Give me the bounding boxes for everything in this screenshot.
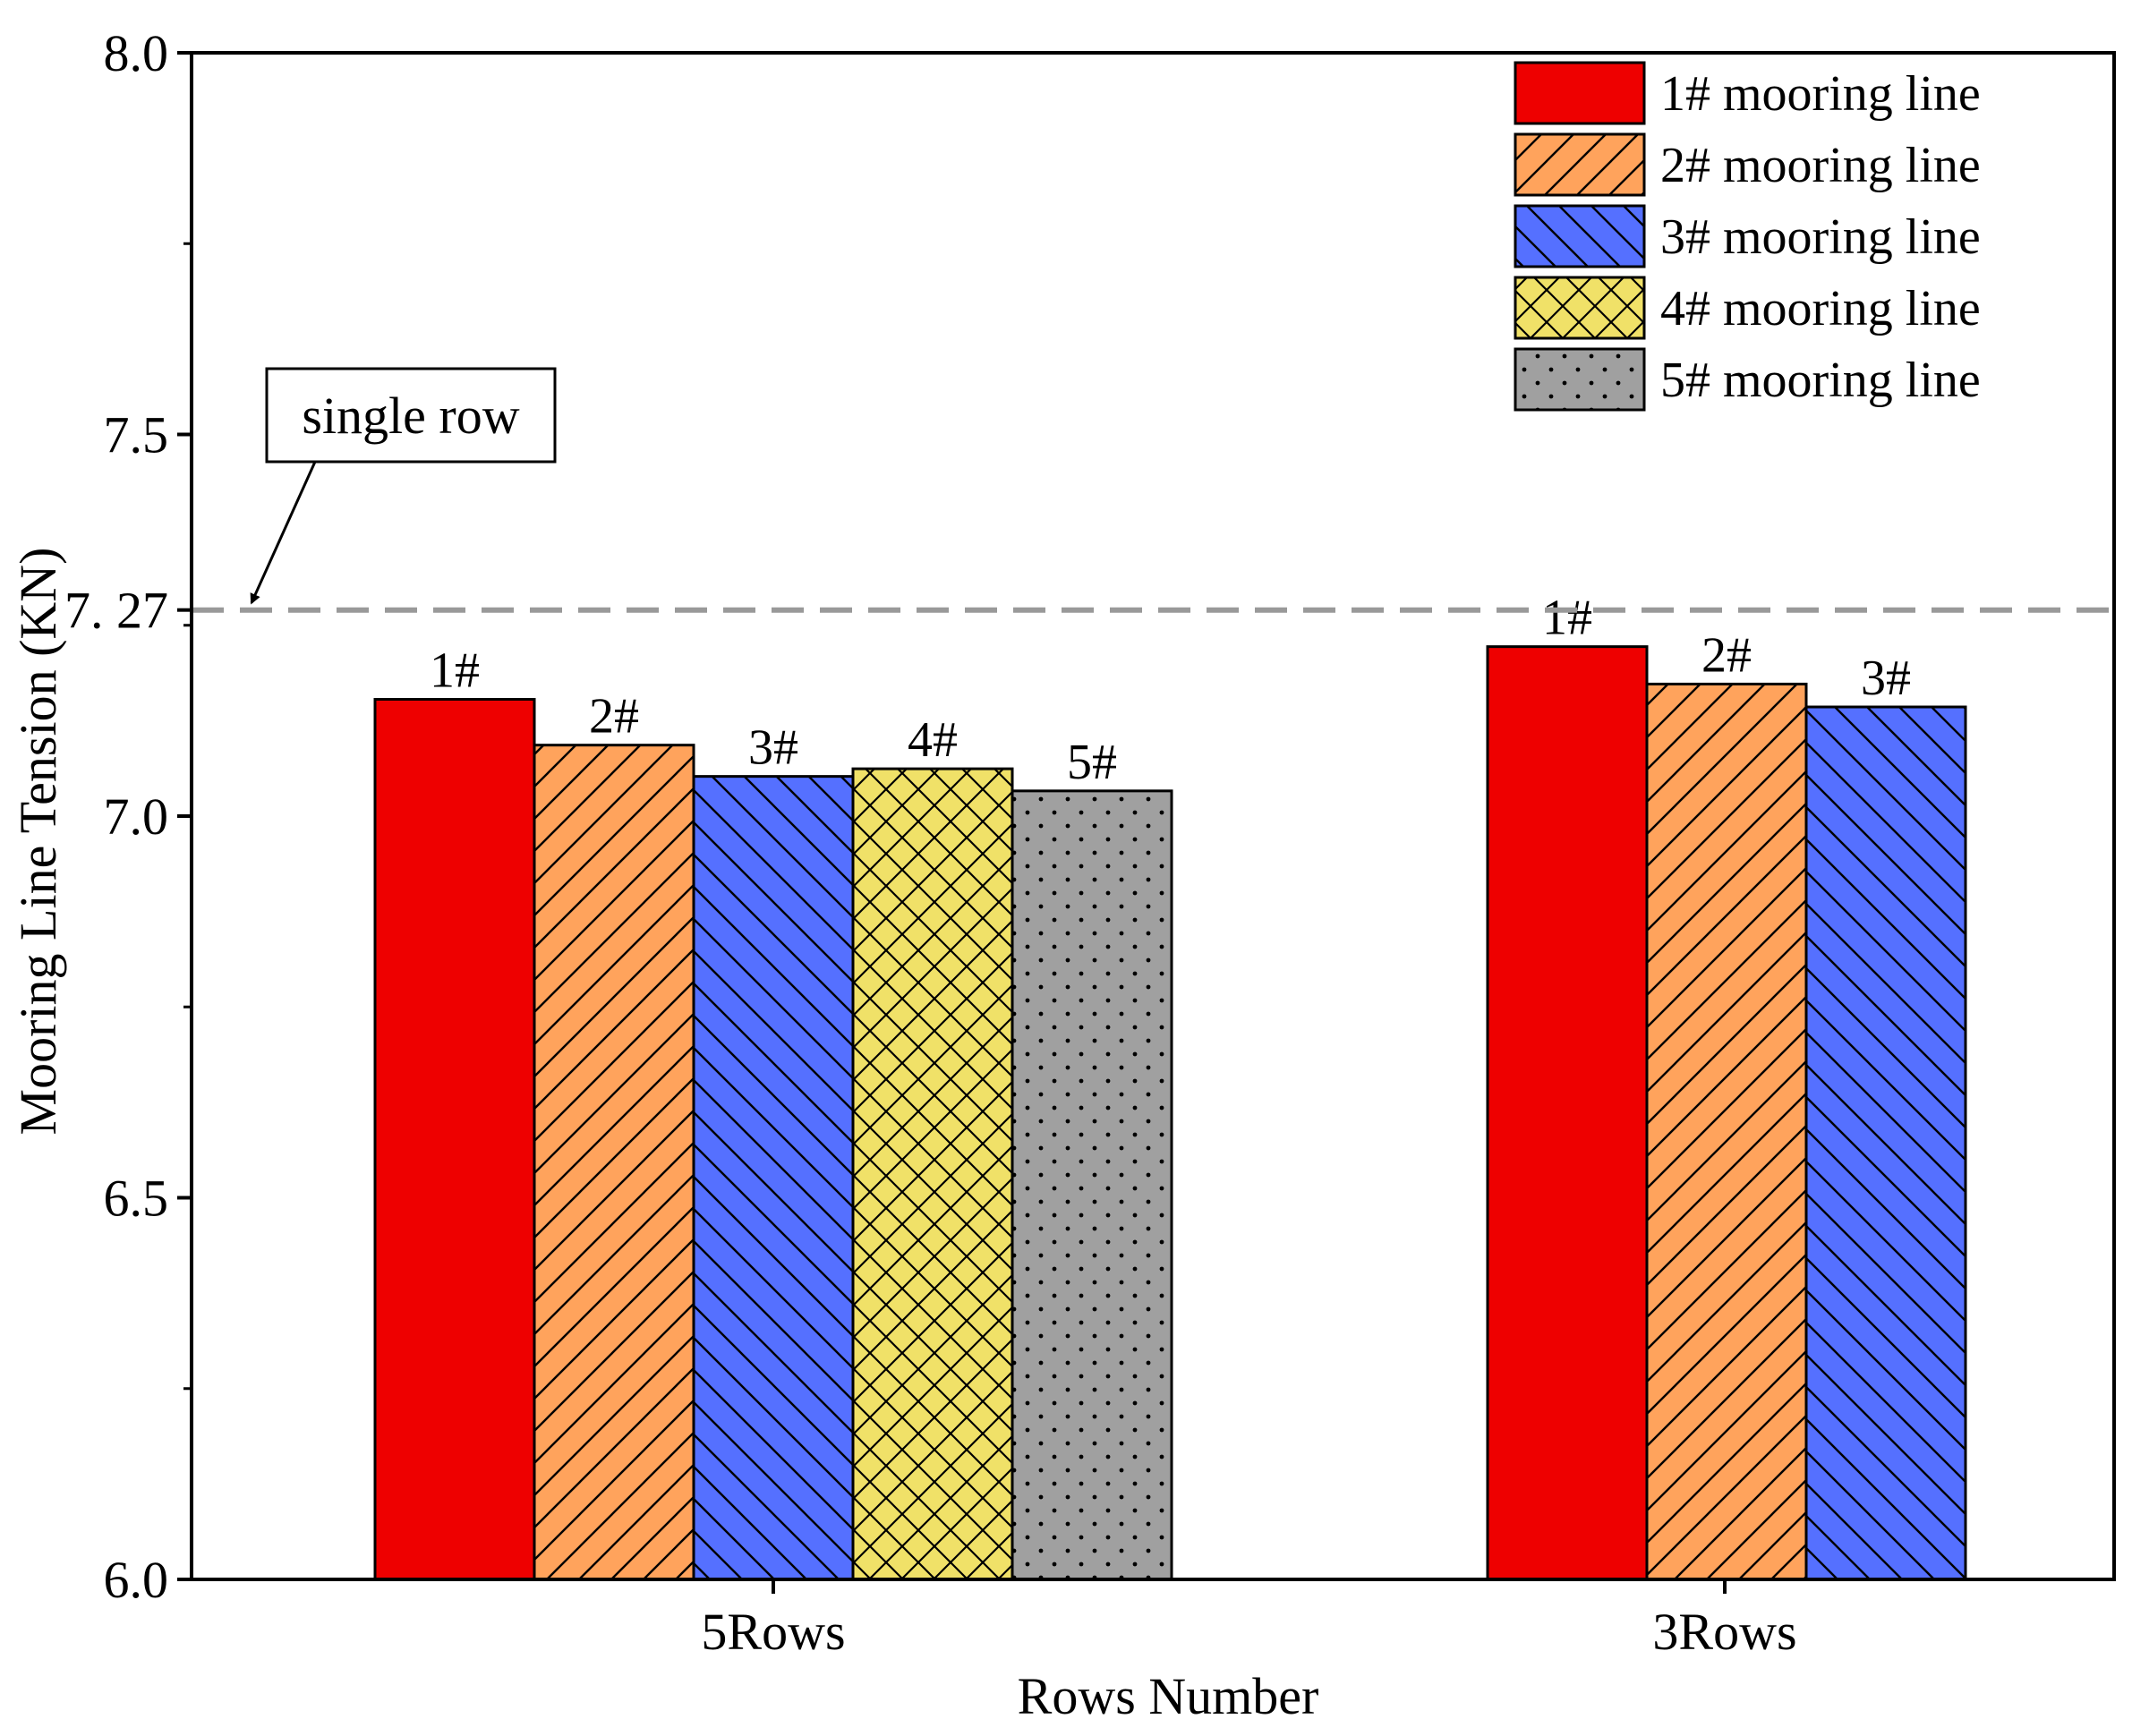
bar-pattern — [534, 745, 694, 1579]
bar-data-label: 2# — [1701, 627, 1752, 683]
bar-5Rows-1 — [373, 697, 536, 1581]
bar-3Rows-1 — [1486, 645, 1649, 1581]
y-tick-label: 6.5 — [104, 1170, 169, 1228]
annotation-layer: single row — [250, 367, 557, 605]
bar-3Rows-2 — [1645, 682, 1808, 1581]
y-tick-label: 6.0 — [104, 1551, 169, 1609]
bar-pattern — [694, 776, 853, 1579]
legend-label: 3# mooring line — [1660, 209, 1981, 265]
bar-5Rows-4 — [851, 767, 1014, 1581]
legend-swatch-fill — [1515, 63, 1644, 123]
y-axis-title: Mooring Line Tension (KN) — [9, 548, 67, 1136]
legend-item-5: 5# mooring line — [1514, 347, 1981, 412]
y-tick-label: 8.0 — [104, 24, 169, 82]
legend-item-1: 1# mooring line — [1514, 61, 1981, 125]
legend-swatch-pattern — [1515, 349, 1644, 410]
legend-swatch-outline — [1514, 347, 1646, 412]
x-tick-label: 5Rows — [701, 1603, 845, 1661]
annotation-box — [265, 367, 557, 464]
bar-pattern — [1806, 707, 1966, 1579]
bar-5Rows-5 — [1011, 789, 1173, 1581]
legend-swatch-outline — [1514, 61, 1646, 125]
bar-data-label: 3# — [748, 720, 798, 776]
bar-data-label: 5# — [1067, 735, 1117, 790]
x-axis-title: Rows Number — [1018, 1667, 1319, 1725]
bar-5Rows-2 — [533, 744, 695, 1581]
legend-item-3: 3# mooring line — [1514, 204, 1981, 268]
bar-data-label: 2# — [589, 689, 639, 745]
y-tick-label: 7. 27 — [64, 582, 168, 640]
legend-label: 4# mooring line — [1660, 281, 1981, 336]
legend-label: 1# mooring line — [1660, 66, 1981, 122]
bar-pattern — [1647, 684, 1806, 1579]
bar-5Rows-3 — [692, 775, 855, 1581]
legend-swatch-pattern — [1515, 277, 1644, 338]
legend: 1# mooring line 2# mooring line 3# mooring… — [1514, 61, 1981, 412]
annotation-arrow — [250, 461, 317, 605]
legend-item-2: 2# mooring line — [1514, 132, 1981, 197]
bar-data-label: 1# — [1542, 591, 1592, 646]
bar-data-label: 3# — [1861, 651, 1911, 706]
legend-swatch-outline — [1514, 204, 1646, 268]
annotation-text: single row — [302, 387, 519, 445]
bar-data-label: 4# — [908, 712, 958, 768]
legend-label: 2# mooring line — [1660, 138, 1981, 193]
legend-item-4: 4# mooring line — [1514, 276, 1981, 340]
x-tick-label: 3Rows — [1652, 1603, 1796, 1661]
bar-group-5Rows: 1# 2# 3# 4# 5# — [373, 642, 1173, 1581]
y-tick-label: 7.0 — [104, 787, 169, 846]
legend-swatch-outline — [1514, 132, 1646, 197]
bar-3Rows-3 — [1804, 705, 1967, 1581]
legend-label: 5# mooring line — [1660, 353, 1981, 408]
bar-group-3Rows: 1# 2# 3# — [1486, 591, 1967, 1581]
legend-swatch-pattern — [1515, 134, 1644, 195]
bar-pattern — [1012, 790, 1172, 1579]
legend-swatch-outline — [1514, 276, 1646, 340]
legend-swatch-pattern — [1515, 206, 1644, 267]
axes-layer: 6.0 6.5 7.0 7. 27 7.5 8.0 5Rows 3Rows — [64, 24, 2116, 1661]
bar-data-label: 1# — [430, 642, 480, 698]
bar-fill — [375, 699, 534, 1579]
bar-pattern — [853, 769, 1012, 1579]
bar-fill — [1488, 646, 1647, 1579]
y-tick-label: 7.5 — [104, 406, 169, 464]
bars-layer: 1# 2# 3# 4# 5# 1# 2# 3# — [373, 591, 1967, 1581]
